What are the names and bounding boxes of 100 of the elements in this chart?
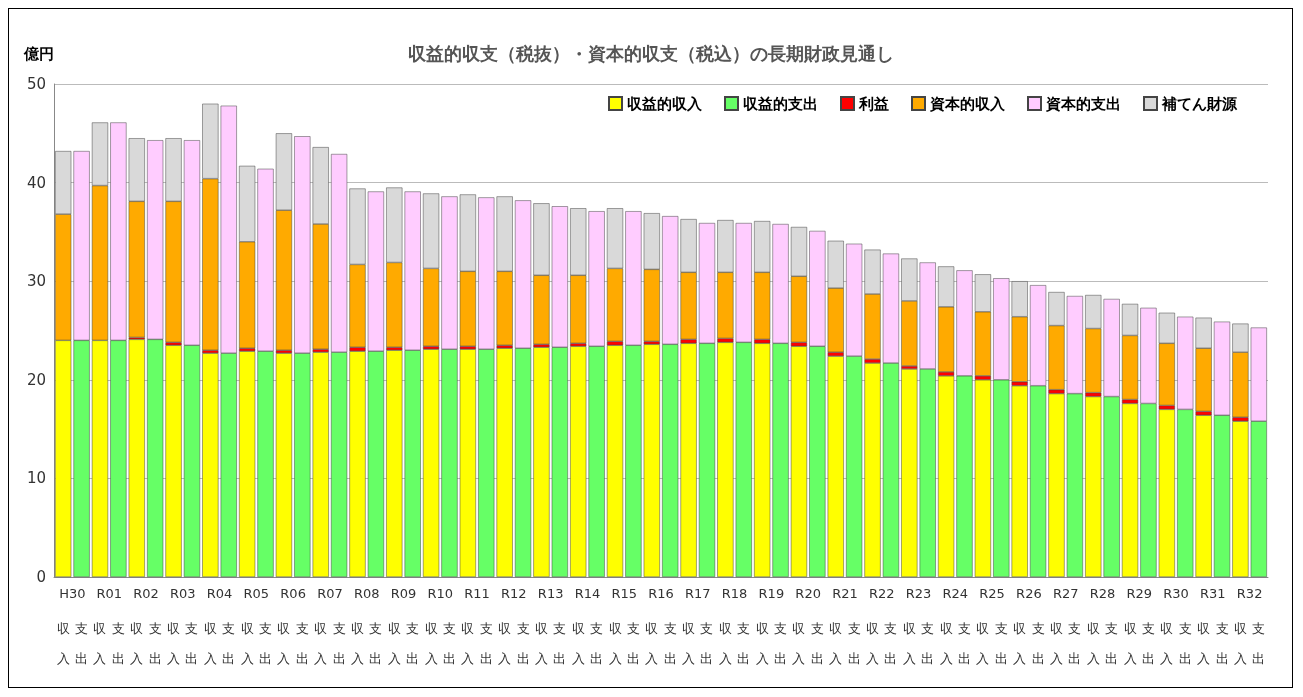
x-tick-label: 支出 — [810, 620, 824, 666]
legend-label: 収益的収入 — [627, 94, 703, 113]
text: R19 — [758, 586, 785, 601]
x-tick-label: 収入 — [1123, 620, 1137, 666]
x-tick-label: 支出 — [553, 620, 567, 666]
text: R04 — [206, 586, 233, 601]
x-tick-label: 支出 — [148, 620, 162, 666]
text: R27 — [1052, 586, 1079, 601]
x-tick-label: 収入 — [93, 620, 107, 666]
x-tick-label: 支出 — [1068, 620, 1082, 666]
x-tick-label: 収入 — [1160, 620, 1174, 666]
x-tick-label: 支出 — [111, 620, 125, 666]
text: R22 — [868, 586, 895, 601]
x-tick-label: 支出 — [884, 620, 898, 666]
x-tick-label: 支出 — [921, 620, 935, 666]
text: R14 — [574, 586, 601, 601]
x-tick-label: 支出 — [1141, 620, 1155, 666]
x-tick-label: 収入 — [534, 620, 548, 666]
x-tick-label: 収入 — [498, 620, 512, 666]
text: R20 — [795, 586, 821, 601]
x-tick-label: 収入 — [939, 620, 953, 666]
y-tick-label: 10 — [26, 469, 46, 488]
x-tick-label: 支出 — [994, 620, 1008, 666]
x-tick-label: 支出 — [958, 620, 971, 666]
x-tick-label: 支出 — [222, 620, 236, 666]
x-tick-label: 支出 — [1105, 620, 1119, 666]
x-tick-label: 収入 — [461, 620, 475, 666]
x-tick-label: 支出 — [75, 620, 89, 666]
y-axis-title: 億円 — [23, 44, 54, 63]
x-tick-label: 支出 — [442, 620, 456, 666]
x-tick-label: 収入 — [682, 620, 696, 666]
x-tick-label: 収入 — [203, 620, 217, 666]
x-tick-label: 収入 — [1049, 620, 1063, 666]
x-tick-label: 収入 — [277, 620, 291, 666]
x-tick-label: 支出 — [185, 620, 199, 666]
x-tick-label: 支出 — [516, 620, 530, 666]
y-tick-label: 50 — [26, 75, 46, 93]
x-tick-label: 収入 — [571, 620, 585, 666]
x-tick-label: 支出 — [479, 620, 493, 666]
x-tick-label: 収入 — [902, 620, 916, 666]
x-tick-label: 支出 — [590, 620, 604, 666]
text: R11 — [464, 586, 490, 601]
x-tick-label: 支出 — [774, 620, 788, 666]
text: R16 — [648, 586, 674, 601]
x-tick-label: 収入 — [1013, 620, 1027, 666]
x-tick-label: 支出 — [1215, 620, 1229, 666]
text: R32 — [1236, 586, 1263, 601]
legend-label: 資本的支出 — [1045, 94, 1121, 113]
text: R30 — [1163, 586, 1189, 601]
text: R23 — [905, 586, 932, 601]
text: R09 — [390, 586, 417, 601]
x-tick-label: 収入 — [866, 620, 880, 666]
x-tick-label: 収入 — [56, 620, 70, 666]
x-tick-label: 収入 — [1233, 620, 1247, 666]
chart-title: 収益的収支（税抜）・資本的収支（税込）の長期財政見通し — [407, 42, 894, 64]
x-tick-label: 支出 — [1252, 620, 1266, 666]
text: R06 — [280, 586, 306, 601]
x-tick-label: 収入 — [792, 620, 806, 666]
x-tick-label: 収入 — [976, 620, 990, 666]
text: R07 — [317, 586, 343, 601]
x-tick-label: 収入 — [1197, 620, 1211, 666]
x-tick-label: 支出 — [1031, 620, 1045, 666]
x-tick-label: 支出 — [259, 620, 273, 666]
x-tick-label: 支出 — [406, 620, 420, 666]
x-tick-label: 収入 — [755, 620, 769, 666]
y-tick-label: 20 — [26, 370, 46, 389]
text: R18 — [721, 586, 748, 601]
x-tick-label: 収入 — [130, 620, 144, 666]
text: R05 — [243, 586, 270, 601]
x-tick-label: 収入 — [387, 620, 401, 666]
text: H30 — [59, 586, 86, 601]
text: R25 — [979, 586, 1005, 601]
text: R12 — [501, 586, 527, 601]
legend-label: 利益 — [858, 94, 889, 113]
text: R24 — [942, 586, 969, 601]
y-tick-label: 0 — [36, 568, 46, 586]
legend-label: 補てん財源 — [1161, 94, 1238, 113]
x-tick-label: 収入 — [829, 620, 843, 666]
x-tick-label: 支出 — [626, 620, 640, 666]
text: R17 — [685, 586, 711, 601]
text: R10 — [427, 586, 454, 601]
text: R21 — [832, 586, 858, 601]
legend-label: 資本的収入 — [929, 94, 1006, 113]
x-tick-label: 支出 — [1178, 620, 1192, 666]
x-tick-label: 収入 — [314, 620, 328, 666]
x-tick-label: 収入 — [424, 620, 438, 666]
x-tick-label: 支出 — [332, 620, 346, 666]
x-tick-label: 収入 — [1086, 620, 1100, 666]
text: R26 — [1016, 586, 1042, 601]
text: R13 — [537, 586, 564, 601]
text: R29 — [1126, 586, 1153, 601]
text: R08 — [353, 586, 380, 601]
x-tick-label: 支出 — [737, 620, 751, 666]
x-tick-label: 収入 — [608, 620, 622, 666]
y-tick-label: 30 — [26, 272, 46, 291]
x-tick-label: 支出 — [847, 620, 861, 666]
legend-label: 収益的支出 — [743, 94, 818, 113]
y-tick-label: 40 — [26, 173, 46, 192]
x-tick-label: 支出 — [295, 620, 309, 666]
text: R28 — [1089, 586, 1116, 601]
